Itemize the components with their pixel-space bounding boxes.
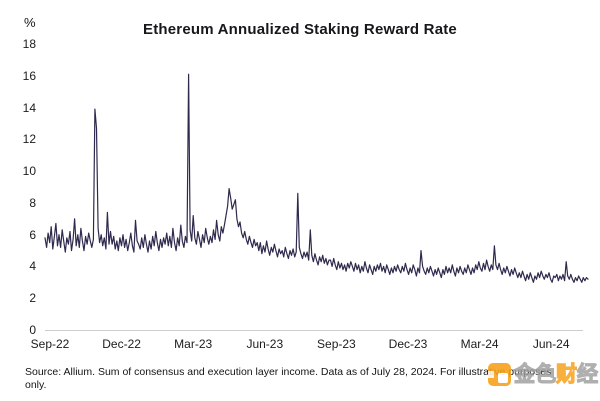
y-tick-label: 2 [29, 291, 36, 306]
y-tick-label: 16 [22, 68, 36, 83]
x-axis-line [45, 330, 583, 331]
y-tick-label: 14 [22, 100, 36, 115]
x-tick-label: Sep-22 [30, 337, 70, 351]
x-tick-label: Dec-22 [102, 337, 141, 351]
y-tick-label: 12 [22, 132, 36, 147]
x-tick-label: Mar-24 [460, 337, 499, 351]
x-tick-label: Jun-23 [246, 337, 284, 351]
x-tick-label: Mar-23 [174, 337, 213, 351]
source-note: Source: Allium. Sum of consensus and exe… [25, 366, 552, 391]
x-tick-label: Sep-23 [317, 337, 356, 351]
y-axis-unit-label: % [24, 15, 36, 30]
y-tick-label: 0 [29, 323, 36, 337]
x-tick-label: Dec-23 [388, 337, 428, 351]
y-tick-label: 8 [29, 195, 36, 210]
y-tick-label: 6 [29, 227, 36, 242]
chart-title: Ethereum Annualized Staking Reward Rate [143, 21, 457, 38]
y-tick-label: 4 [29, 259, 36, 274]
y-tick-label: 10 [22, 164, 36, 179]
reward-rate-line [44, 73, 589, 283]
x-tick-label: Jun-24 [532, 337, 570, 351]
y-tick-label: 18 [22, 37, 36, 51]
